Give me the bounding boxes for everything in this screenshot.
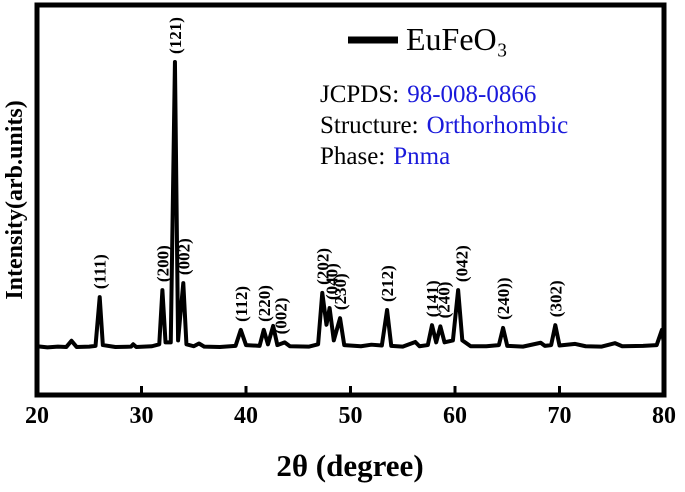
info-value: Pnma [393,143,450,170]
info-label: JCPDS: [320,81,399,108]
peak-label: (141) [423,280,442,317]
peak-label: (042) [452,245,471,282]
info-label: Phase: [320,143,385,170]
peak-label: (112) [232,286,251,322]
info-value: Orthorhombic [427,112,569,139]
legend-label: EuFeO₃ [406,21,508,57]
info-line: Phase: Pnma [320,143,450,170]
peak-label: (202) [313,248,332,285]
x-tick-label: 30 [130,403,154,429]
peak-label: (002) [174,238,193,275]
peak-label: (121) [166,17,185,54]
peak-label: (200) [153,245,172,282]
info-line: Structure: Orthorhombic [320,112,568,139]
peak-label: (002) [271,298,290,335]
y-axis-label: Intensity(arb.units) [2,100,28,299]
peak-label: (230) [331,273,350,310]
x-tick-label: 80 [652,403,676,429]
peak-label: (040) [323,263,342,300]
info-value: 98-008-0866 [407,81,536,108]
peak-label: (212) [378,265,397,302]
peak-label: (240)) [494,277,513,319]
peak-label: (220) [255,285,274,322]
peak-label: (302) [546,280,565,317]
peak-label: (111) [91,254,110,289]
x-tick-label: 50 [339,403,363,429]
x-tick-label: 60 [443,403,467,429]
x-axis-label: 2θ (degree) [276,448,423,483]
x-tick-label: 70 [548,403,572,429]
plot-frame [34,2,667,398]
peak-label: (240) [435,282,454,319]
x-tick-label: 40 [234,403,258,429]
x-tick-label: 20 [25,403,49,429]
data-line [36,59,666,350]
info-line: JCPDS: 98-008-0866 [320,81,536,108]
info-label: Structure: [320,112,419,139]
